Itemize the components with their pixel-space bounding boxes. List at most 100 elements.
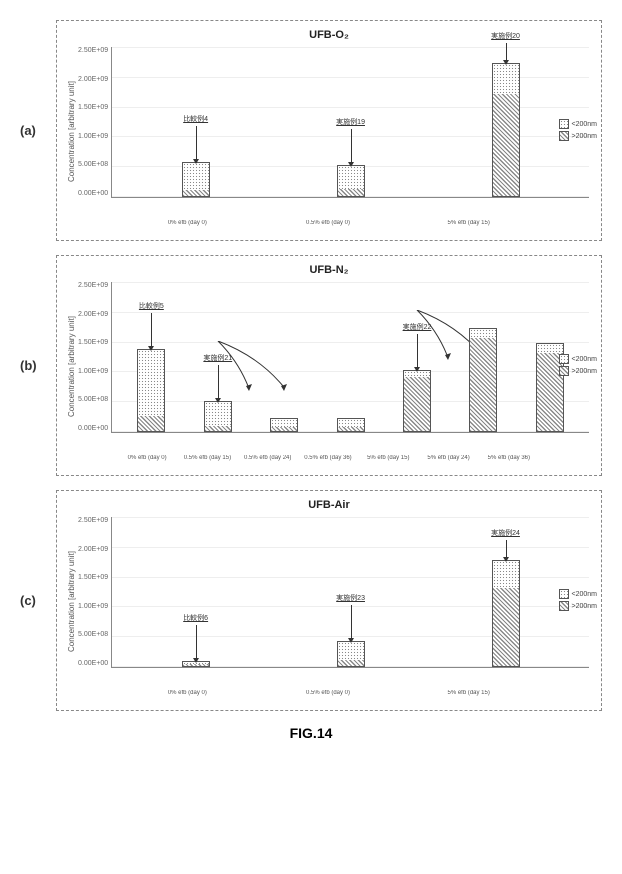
y-tick: 2.50E+09 — [78, 47, 108, 54]
x-axis: 0% efb (day 0)0.5% efb (day 15)0.5% efb … — [111, 455, 545, 461]
group-arrows-icon — [208, 341, 328, 401]
legend-item: >200nm — [559, 131, 598, 141]
bar-segment-hatched — [404, 377, 430, 431]
legend-item: <200nm — [559, 589, 598, 599]
panel-label-b: (b) — [20, 358, 56, 373]
plot-area: 比較例6 実施例23 実施例24 — [111, 517, 589, 668]
panel-title: UFB-Air — [65, 499, 593, 511]
panel-title: UFB-N₂ — [65, 264, 593, 276]
bar — [469, 328, 497, 432]
x-tick: 0.5% efb (day 15) — [177, 455, 237, 461]
y-tick: 1.50E+09 — [78, 104, 108, 111]
bar-group: 実施例21 — [185, 401, 251, 432]
y-axis-label: Concentration [arbitrary unit] — [65, 47, 78, 217]
arrowhead-icon — [503, 557, 509, 562]
legend-item: <200nm — [559, 354, 598, 364]
bar-segment-dotted — [493, 64, 519, 94]
callout-label: 比較例6 — [182, 613, 209, 623]
y-axis-ticks: 2.50E+092.00E+091.50E+091.00E+095.00E+08… — [78, 517, 111, 667]
legend-swatch — [559, 589, 569, 599]
legend-swatch — [559, 366, 569, 376]
legend: <200nm >200nm — [559, 117, 598, 143]
bar-segment-dotted — [183, 163, 209, 190]
bar-segment-hatched — [470, 338, 496, 431]
legend-label: >200nm — [572, 368, 598, 375]
x-tick: 0% efb (day 0) — [117, 220, 258, 226]
bar-segment-hatched — [138, 416, 164, 431]
x-tick: 5% efb (day 15) — [398, 220, 539, 226]
panel-label-a: (a) — [20, 123, 56, 138]
x-tick: 5% efb (day 36) — [479, 455, 539, 461]
arrowhead-icon — [348, 638, 354, 643]
x-axis: 0% efb (day 0)0.5% efb (day 0)5% efb (da… — [111, 690, 545, 696]
bar — [403, 370, 431, 432]
bar-segment-hatched — [493, 94, 519, 196]
callout-arrow — [351, 605, 352, 641]
legend-label: <200nm — [572, 591, 598, 598]
bar-segment-hatched — [338, 660, 364, 666]
panel-c: UFB-Air Concentration [arbitrary unit]2.5… — [56, 490, 602, 711]
arrowhead-icon — [148, 346, 154, 351]
bar-group: 比較例4 — [118, 162, 273, 197]
bar-segment-hatched — [493, 588, 519, 666]
x-tick: 0.5% efb (day 0) — [258, 690, 399, 696]
y-tick: 2.50E+09 — [78, 282, 108, 289]
bar-group: 比較例5 — [118, 349, 184, 432]
legend-swatch — [559, 354, 569, 364]
legend-swatch — [559, 131, 569, 141]
callout-label: 比較例5 — [138, 301, 165, 311]
bar — [137, 349, 165, 432]
bar — [337, 418, 365, 432]
x-tick: 0.5% efb (day 36) — [298, 455, 358, 461]
bar-segment-dotted — [205, 402, 231, 426]
bar-segment-hatched — [183, 664, 209, 666]
bar-segment-hatched — [338, 189, 364, 196]
panel-label-c: (c) — [20, 593, 56, 608]
bar-group: 比較例6 — [118, 661, 273, 667]
callout-label: 実施例24 — [490, 528, 521, 538]
panel-b: UFB-N₂Concentration [arbitrary unit]2.50… — [56, 255, 602, 476]
bar-group: 実施例19 — [273, 165, 428, 197]
bar-group — [251, 418, 317, 432]
arrowhead-icon — [503, 60, 509, 65]
bar-segment-dotted — [138, 350, 164, 416]
y-tick: 5.00E+08 — [78, 396, 108, 403]
bar-group — [450, 328, 516, 432]
y-tick: 1.00E+09 — [78, 368, 108, 375]
callout-arrow — [196, 625, 197, 661]
callout-label: 実施例23 — [335, 593, 366, 603]
x-tick: 0.5% efb (day 0) — [258, 220, 399, 226]
bar — [492, 560, 520, 667]
bar — [492, 63, 520, 197]
y-tick: 0.00E+00 — [78, 425, 108, 432]
bar-segment-dotted — [338, 419, 364, 427]
legend-item: <200nm — [559, 119, 598, 129]
x-tick: 0% efb (day 0) — [117, 455, 177, 461]
y-tick: 0.00E+00 — [78, 190, 108, 197]
y-tick: 0.00E+00 — [78, 660, 108, 667]
legend-swatch — [559, 601, 569, 611]
bar — [337, 641, 365, 667]
legend-swatch — [559, 119, 569, 129]
callout-arrow — [151, 313, 152, 349]
plot-area: 比較例4実施例19実施例20 — [111, 47, 589, 198]
plot-area: 比較例5実施例21 実施例22 — [111, 282, 589, 433]
y-tick: 1.50E+09 — [78, 339, 108, 346]
legend-item: >200nm — [559, 366, 598, 376]
legend-label: <200nm — [572, 121, 598, 128]
y-axis-label: Concentration [arbitrary unit] — [65, 517, 78, 687]
bar-group — [317, 418, 383, 432]
bar-group: 実施例24 — [428, 560, 583, 667]
arrowhead-icon — [348, 162, 354, 167]
bar-segment-dotted — [271, 419, 297, 427]
bar-segment-hatched — [338, 427, 364, 431]
x-tick: 0.5% efb (day 24) — [238, 455, 298, 461]
panel-a: UFB-O₂Concentration [arbitrary unit]2.50… — [56, 20, 602, 241]
callout-label: 比較例4 — [182, 114, 209, 124]
bar — [182, 162, 210, 197]
x-tick: 5% efb (day 15) — [358, 455, 418, 461]
callout-label: 実施例20 — [490, 31, 521, 41]
y-tick: 2.00E+09 — [78, 311, 108, 318]
bar-segment-hatched — [205, 426, 231, 431]
y-tick: 5.00E+08 — [78, 631, 108, 638]
